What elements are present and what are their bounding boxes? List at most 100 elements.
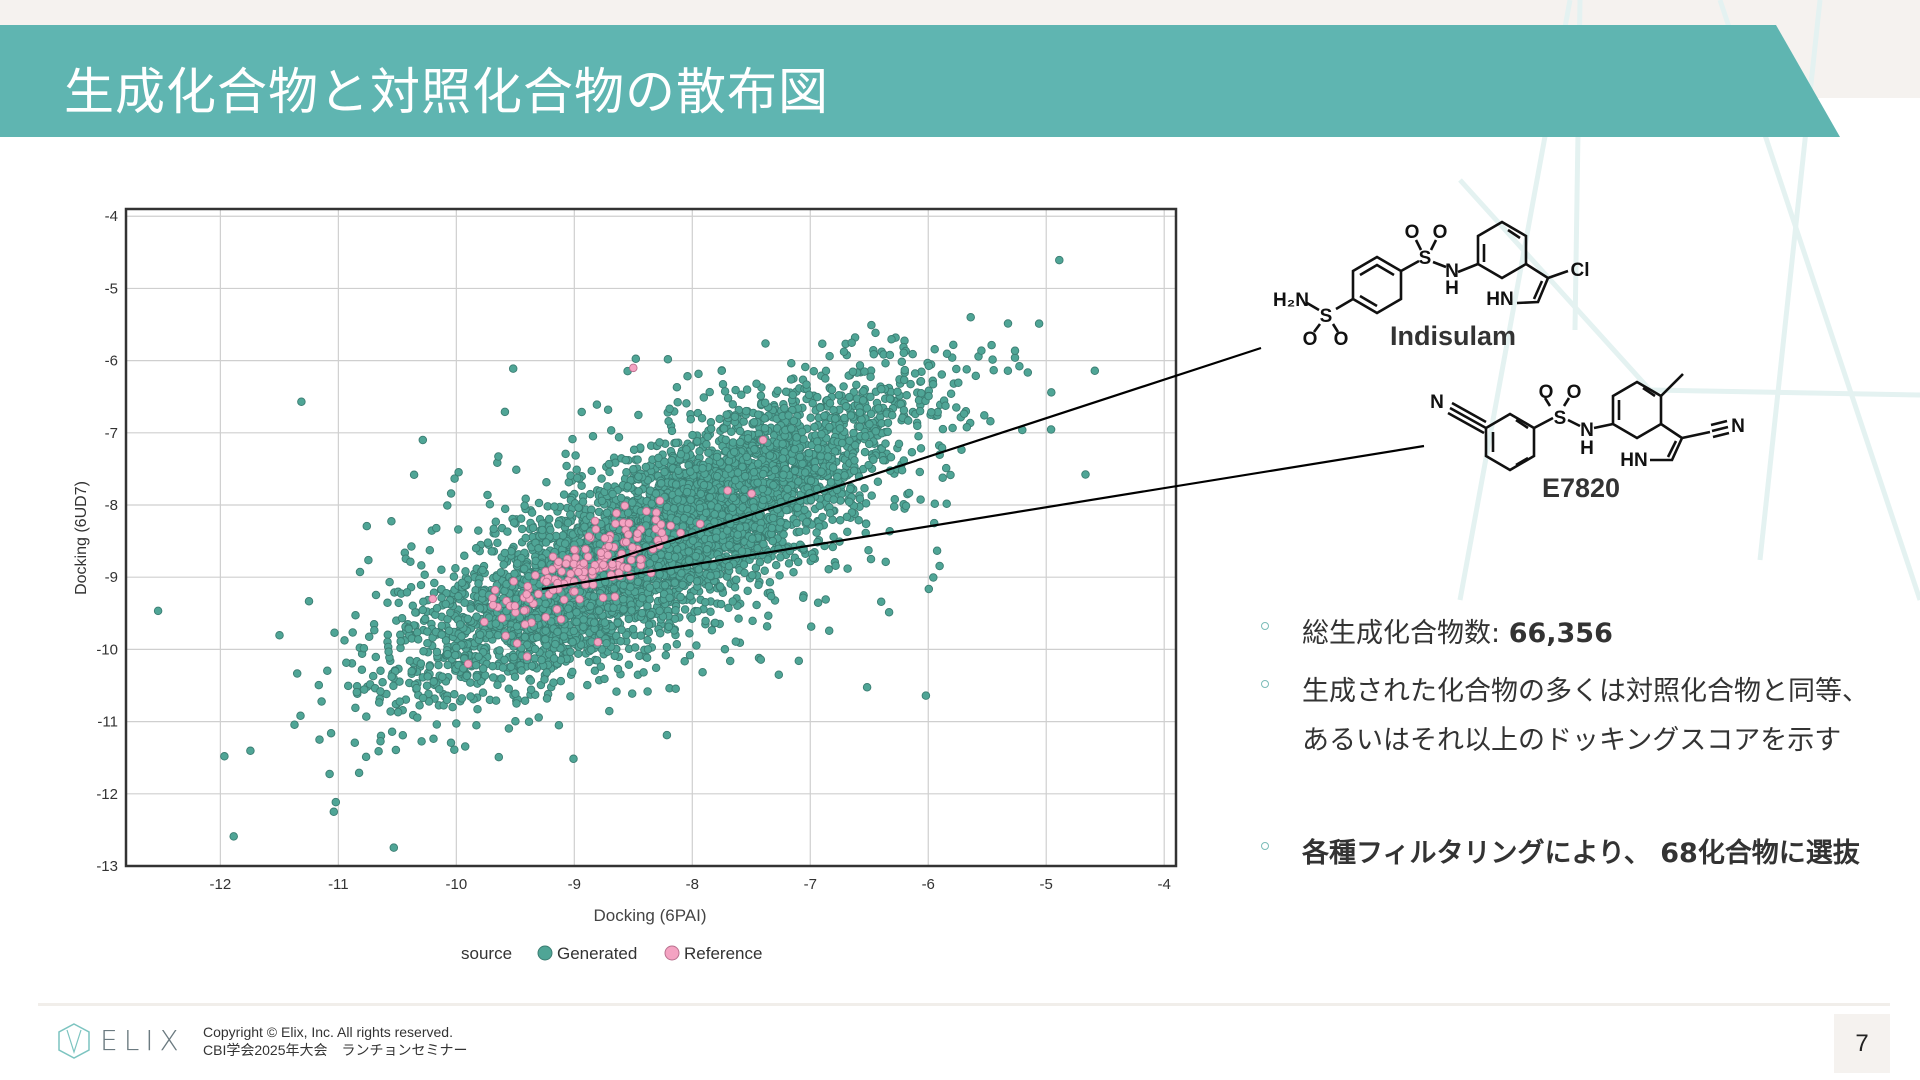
generated-point (818, 512, 827, 522)
generated-point (416, 659, 426, 668)
generated-point (705, 493, 715, 502)
generated-point (883, 418, 893, 428)
generated-point (546, 525, 555, 535)
generated-point (325, 769, 334, 779)
generated-point (351, 703, 360, 713)
generated-point (702, 439, 711, 449)
generated-point (651, 663, 661, 673)
generated-point (387, 672, 396, 681)
generated-point (500, 548, 510, 558)
generated-point (487, 547, 496, 556)
generated-point (778, 439, 787, 449)
generated-point (869, 350, 879, 359)
generated-point (474, 579, 483, 588)
generated-point (718, 379, 728, 389)
generated-point (762, 622, 772, 631)
generated-point (1003, 366, 1013, 375)
generated-point (636, 631, 646, 640)
generated-point (817, 429, 826, 439)
generated-point (915, 406, 925, 416)
generated-point (393, 707, 403, 717)
generated-point (881, 358, 890, 368)
generated-point (844, 497, 854, 507)
generated-point (828, 542, 838, 552)
generated-point (275, 631, 284, 640)
generated-point (720, 644, 730, 654)
generated-point (528, 523, 538, 533)
generated-point (376, 736, 385, 746)
generated-point (417, 561, 426, 570)
generated-point (740, 568, 749, 578)
generated-point (662, 502, 672, 512)
generated-point (846, 484, 855, 494)
generated-point (540, 675, 549, 684)
generated-point (541, 538, 551, 547)
generated-point (1047, 388, 1056, 397)
generated-point (616, 493, 626, 503)
generated-point (705, 387, 714, 397)
generated-point (685, 629, 694, 638)
generated-point (622, 467, 631, 477)
generated-point (569, 754, 578, 764)
generated-point (667, 456, 677, 465)
generated-point (613, 664, 623, 674)
generated-point (419, 647, 428, 656)
generated-point (549, 678, 558, 687)
generated-point (420, 570, 429, 580)
generated-point (932, 546, 942, 555)
generated-point (887, 335, 896, 344)
generated-point (797, 427, 807, 437)
generated-point (1010, 346, 1020, 355)
generated-point (153, 606, 163, 616)
generated-point (596, 662, 606, 671)
generated-point (774, 670, 784, 679)
generated-point (483, 490, 492, 500)
generated-point (606, 426, 616, 435)
generated-point (1046, 425, 1056, 434)
generated-point (462, 671, 472, 681)
generated-point (938, 424, 948, 434)
generated-point (376, 666, 385, 675)
generated-point (614, 433, 624, 442)
generated-point (534, 713, 543, 722)
generated-point (867, 491, 876, 500)
generated-point (677, 569, 686, 578)
generated-point (371, 590, 381, 600)
generated-point (942, 349, 952, 358)
generated-point (914, 431, 923, 441)
generated-point (643, 635, 652, 645)
generated-point (897, 357, 907, 367)
generated-point (688, 430, 697, 440)
generated-point (460, 742, 470, 751)
generated-point (739, 560, 749, 569)
generated-point (435, 685, 444, 694)
generated-point (616, 636, 625, 646)
generated-point (1034, 319, 1044, 328)
generated-point (511, 716, 520, 726)
generated-point (583, 680, 592, 690)
generated-point (776, 518, 785, 527)
generated-point (517, 524, 527, 534)
generated-point (409, 470, 419, 480)
generated-point (512, 699, 521, 708)
generated-point (292, 669, 302, 678)
generated-point (806, 413, 815, 423)
generated-point (682, 399, 691, 408)
generated-point (901, 501, 911, 511)
generated-point (330, 628, 339, 637)
generated-point (662, 730, 672, 740)
generated-point (773, 386, 782, 395)
generated-point (801, 362, 810, 372)
generated-point (742, 385, 752, 394)
generated-point (678, 580, 687, 590)
generated-point (568, 667, 577, 677)
generated-point (510, 569, 519, 579)
generated-point (793, 557, 803, 567)
generated-point (673, 495, 682, 504)
generated-point (527, 508, 537, 517)
generated-point (800, 505, 809, 515)
generated-point (638, 593, 647, 603)
generated-point (794, 656, 804, 666)
generated-point (698, 667, 707, 677)
